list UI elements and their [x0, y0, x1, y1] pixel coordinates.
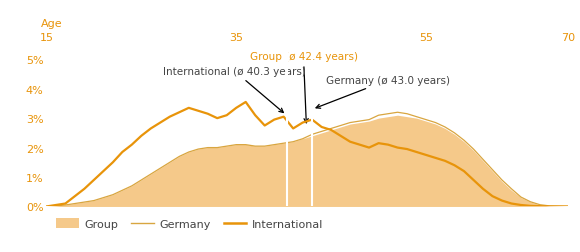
Legend: Group, Germany, International: Group, Germany, International	[52, 214, 328, 233]
Text: Group (ø 42.4 years): Group (ø 42.4 years)	[249, 52, 357, 123]
Text: International (ø 40.3 years): International (ø 40.3 years)	[163, 67, 306, 113]
Text: Germany (ø 43.0 years): Germany (ø 43.0 years)	[316, 76, 451, 109]
Text: Age: Age	[41, 19, 63, 29]
